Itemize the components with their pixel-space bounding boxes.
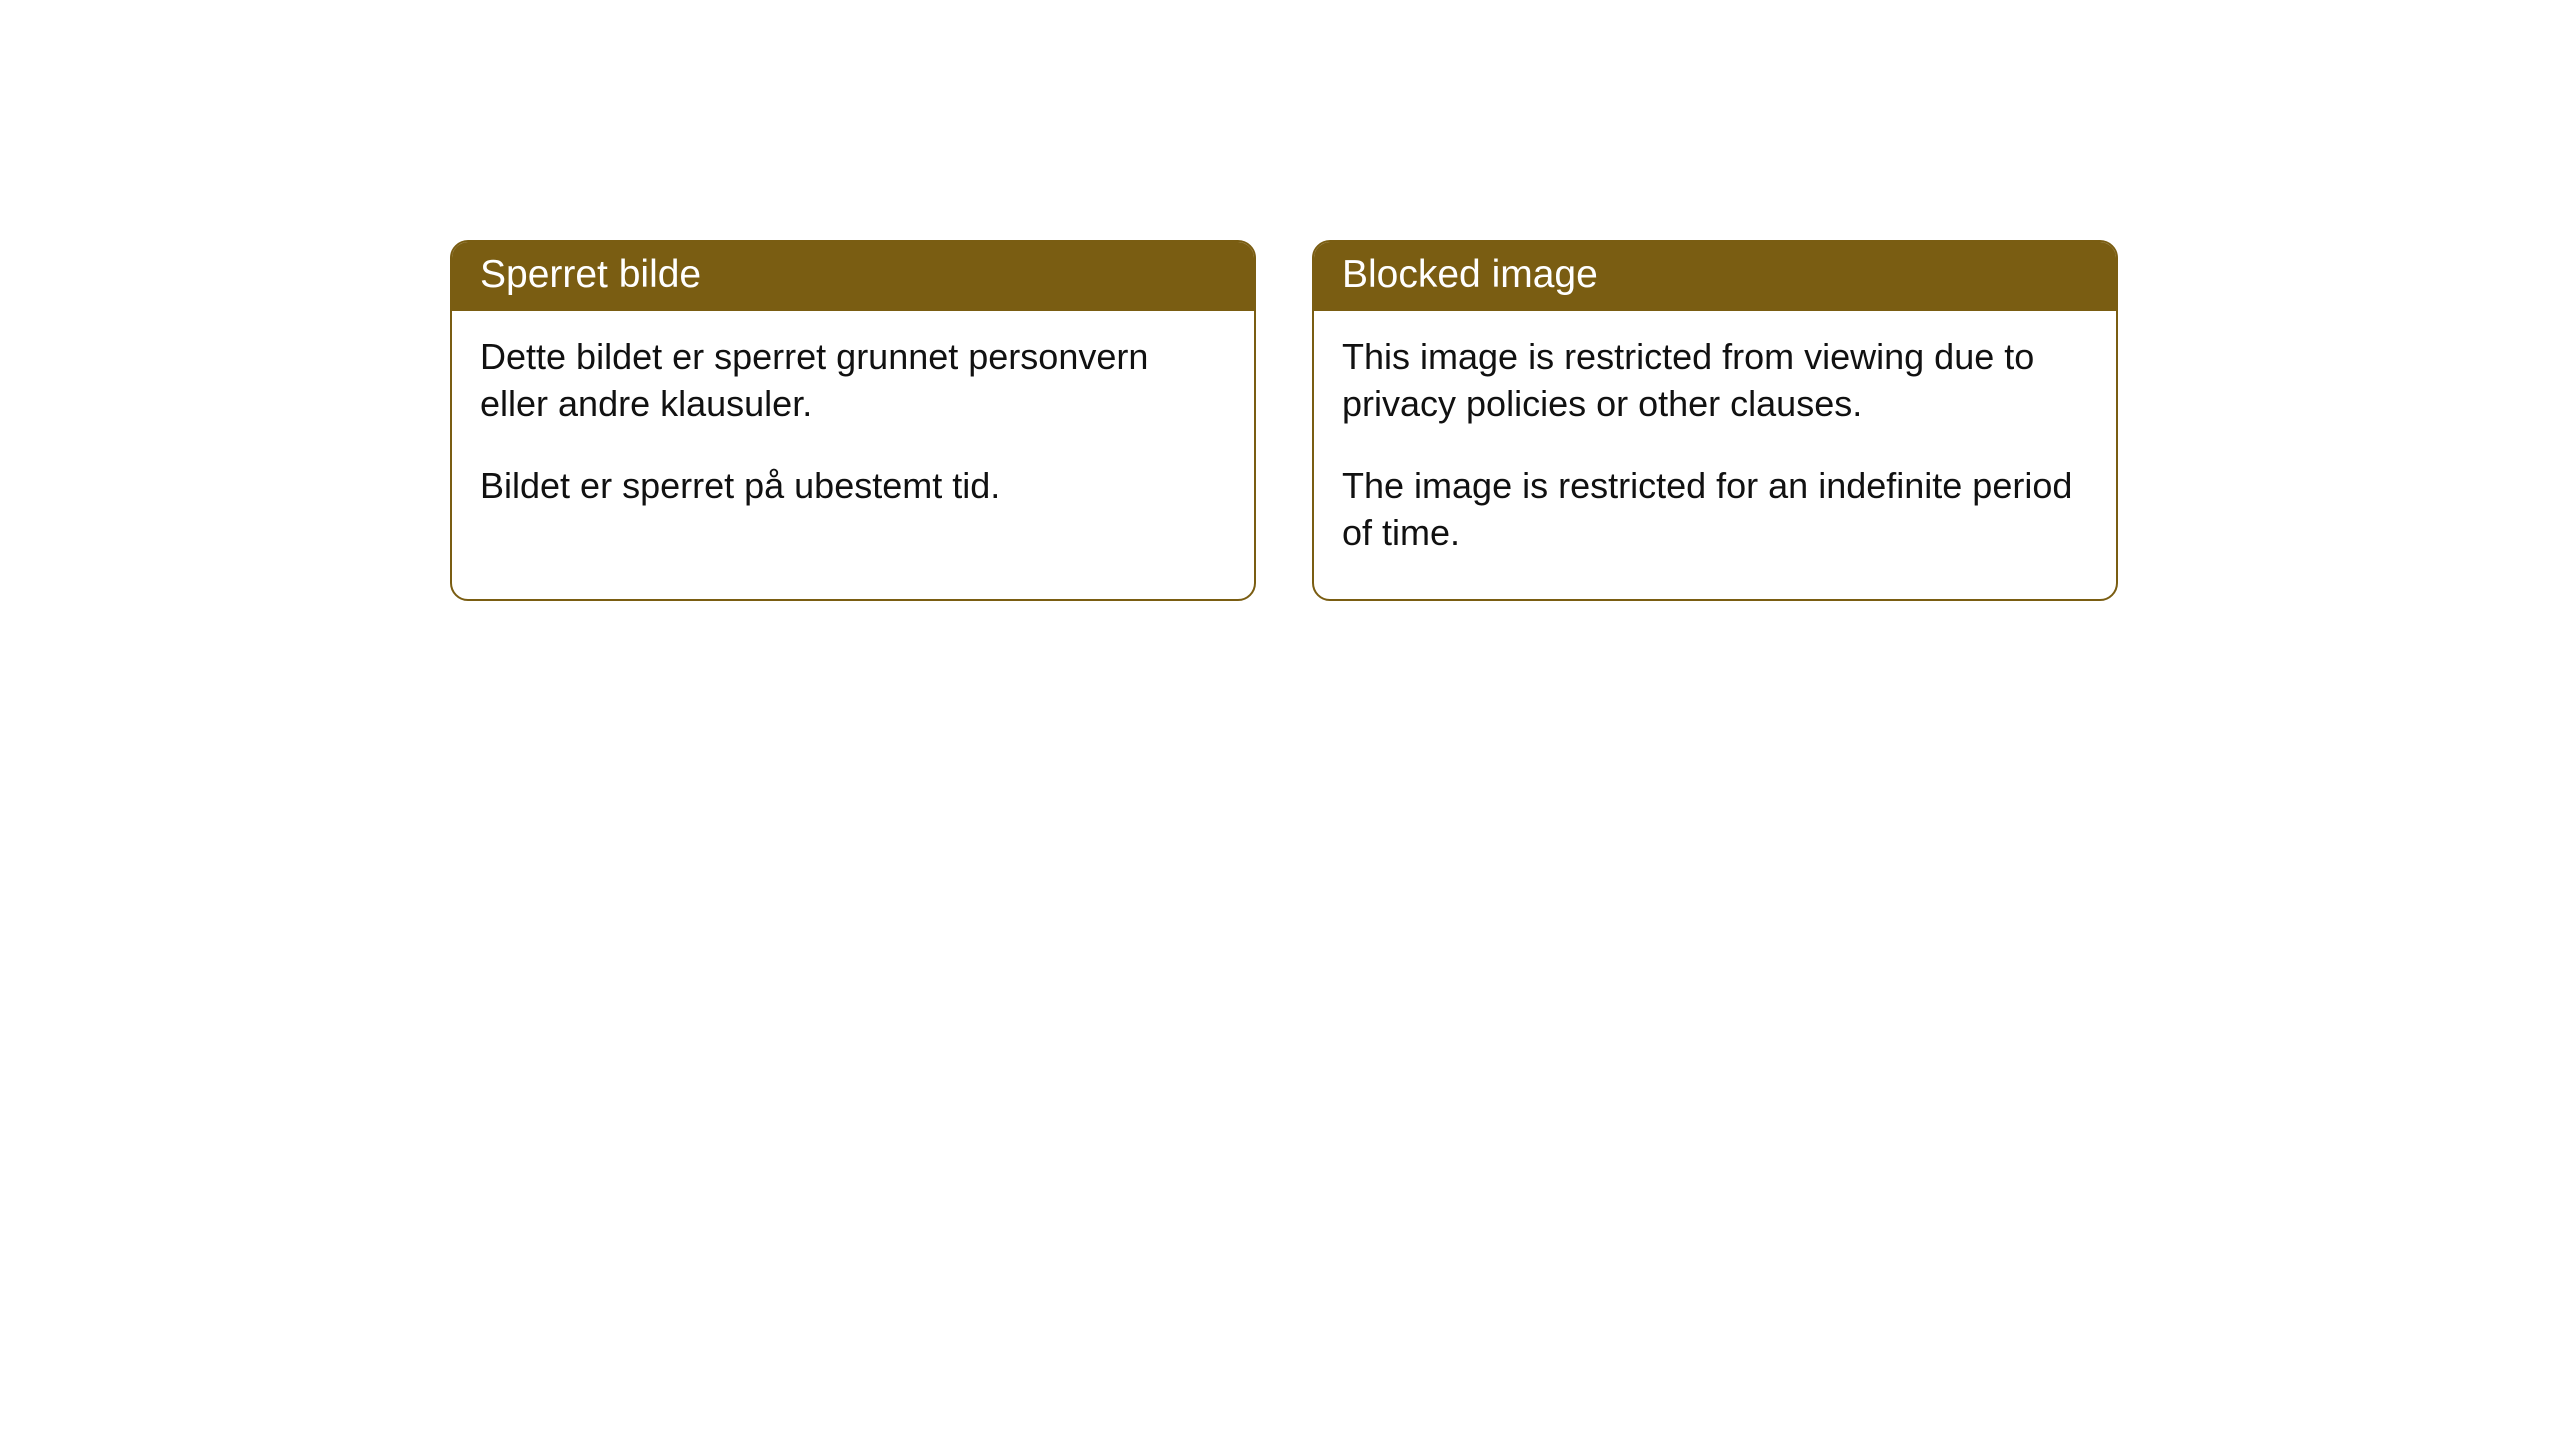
card-header: Sperret bilde <box>452 242 1254 311</box>
card-body: This image is restricted from viewing du… <box>1314 311 2116 599</box>
notice-card-norwegian: Sperret bilde Dette bildet er sperret gr… <box>450 240 1256 601</box>
notice-card-english: Blocked image This image is restricted f… <box>1312 240 2118 601</box>
notice-paragraph: This image is restricted from viewing du… <box>1342 333 2088 428</box>
notice-container: Sperret bilde Dette bildet er sperret gr… <box>0 0 2560 601</box>
notice-paragraph: Bildet er sperret på ubestemt tid. <box>480 462 1226 510</box>
card-body: Dette bildet er sperret grunnet personve… <box>452 311 1254 552</box>
notice-paragraph: The image is restricted for an indefinit… <box>1342 462 2088 557</box>
notice-paragraph: Dette bildet er sperret grunnet personve… <box>480 333 1226 428</box>
card-header: Blocked image <box>1314 242 2116 311</box>
